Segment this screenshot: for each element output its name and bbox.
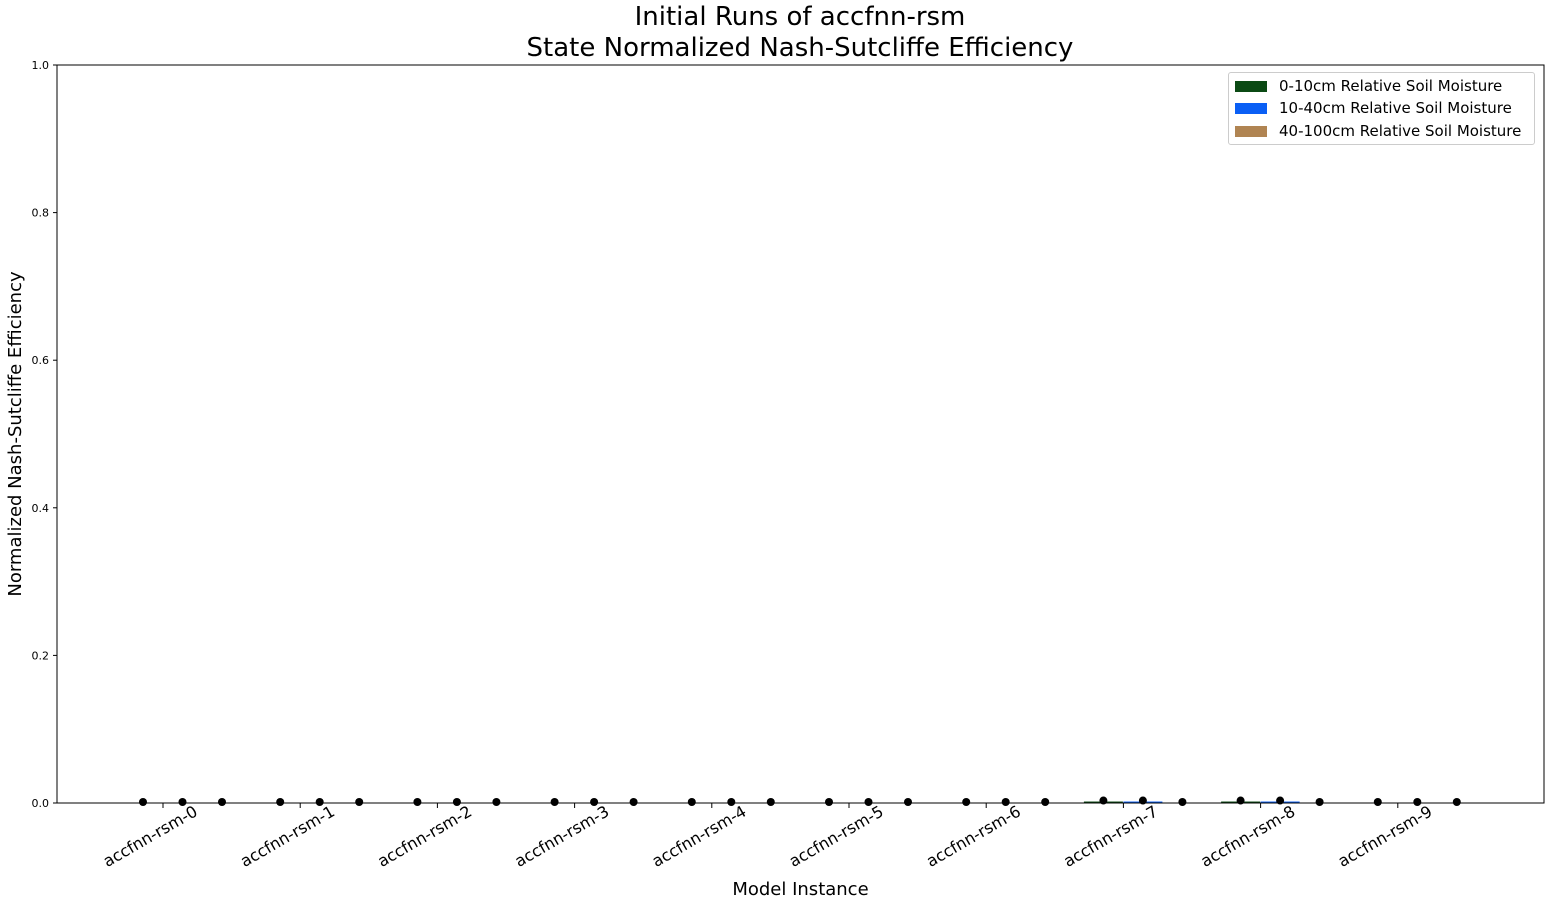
point-s1-c4 [727,798,736,806]
point-s2-c7 [1178,798,1187,806]
legend: 0-10cm Relative Soil Moisture 10-40cm Re… [1228,72,1535,145]
y-tick-label-5: 1.0 [32,59,50,72]
point-s0-c9 [1373,798,1382,806]
point-s1-c3 [590,798,599,806]
legend-swatch-0 [1235,80,1267,92]
point-s1-c0 [178,798,187,806]
plot-content [139,796,1461,806]
legend-label-0: 0-10cm Relative Soil Moisture [1279,77,1503,95]
point-s1-c2 [452,798,461,806]
point-s1-c9 [1413,798,1422,806]
x-tick-label-3: accfnn-rsm-3 [511,802,612,871]
point-s2-c2 [492,798,501,806]
point-s2-c4 [766,798,775,806]
point-s2-c5 [904,798,912,806]
point-s0-c1 [276,798,285,806]
y-tick-label-2: 0.4 [32,502,50,515]
chart-title-line1: Initial Runs of accfnn-rsm [634,2,966,32]
legend-swatch-2 [1235,125,1267,137]
point-s2-c0 [218,798,226,806]
point-s0-c0 [139,798,147,806]
point-s2-c8 [1315,798,1324,806]
x-tick-label-0: accfnn-rsm-0 [100,802,201,871]
point-s1-c5 [864,798,873,806]
point-s0-c6 [962,798,971,806]
point-s2-c9 [1452,798,1461,806]
y-tick-label-0: 0.0 [32,797,50,810]
legend-swatch-1 [1235,102,1267,114]
legend-item-1: 10-40cm Relative Soil Moisture [1235,99,1512,117]
chart-title-line2: State Normalized Nash-Sutcliffe Efficien… [526,33,1074,63]
x-tick-label-5: accfnn-rsm-5 [786,802,887,871]
legend-label-2: 40-100cm Relative Soil Moisture [1279,122,1522,140]
x-tick-label-8: accfnn-rsm-8 [1197,802,1298,871]
x-tick-label-9: accfnn-rsm-9 [1335,802,1436,871]
x-axis: accfnn-rsm-0 accfnn-rsm-1 accfnn-rsm-2 accf… [100,802,1436,871]
y-axis: 0.0 0.2 0.4 0.6 0.8 1.0 [32,59,57,810]
y-tick-label-1: 0.2 [32,649,50,662]
legend-item-2: 40-100cm Relative Soil Moisture [1235,122,1521,140]
x-tick-label-2: accfnn-rsm-2 [374,802,475,871]
legend-label-1: 10-40cm Relative Soil Moisture [1279,99,1512,117]
x-tick-label-7: accfnn-rsm-7 [1060,802,1161,871]
x-tick-label-4: accfnn-rsm-4 [649,802,750,871]
y-axis-label: Normalized Nash-Sutcliffe Efficiency [5,271,26,597]
point-s1-c1 [315,798,324,806]
x-tick-label-1: accfnn-rsm-1 [237,802,338,871]
point-s2-c1 [355,798,364,806]
chart-title: Initial Runs of accfnn-rsm State Normali… [0,2,1551,64]
x-tick-label-6: accfnn-rsm-6 [923,802,1024,871]
point-s2-c3 [629,798,638,806]
x-axis-label: Model Instance [732,879,868,900]
point-s0-c4 [687,798,696,806]
legend-item-0: 0-10cm Relative Soil Moisture [1235,77,1502,95]
point-s0-c3 [550,798,559,806]
point-s0-c5 [825,798,833,806]
plot-area-frame [56,64,1545,804]
point-s0-c2 [413,798,422,806]
point-s1-c6 [1001,798,1010,806]
y-tick-label-3: 0.6 [32,354,50,367]
y-tick-label-4: 0.8 [32,207,50,220]
point-s2-c6 [1041,798,1050,806]
